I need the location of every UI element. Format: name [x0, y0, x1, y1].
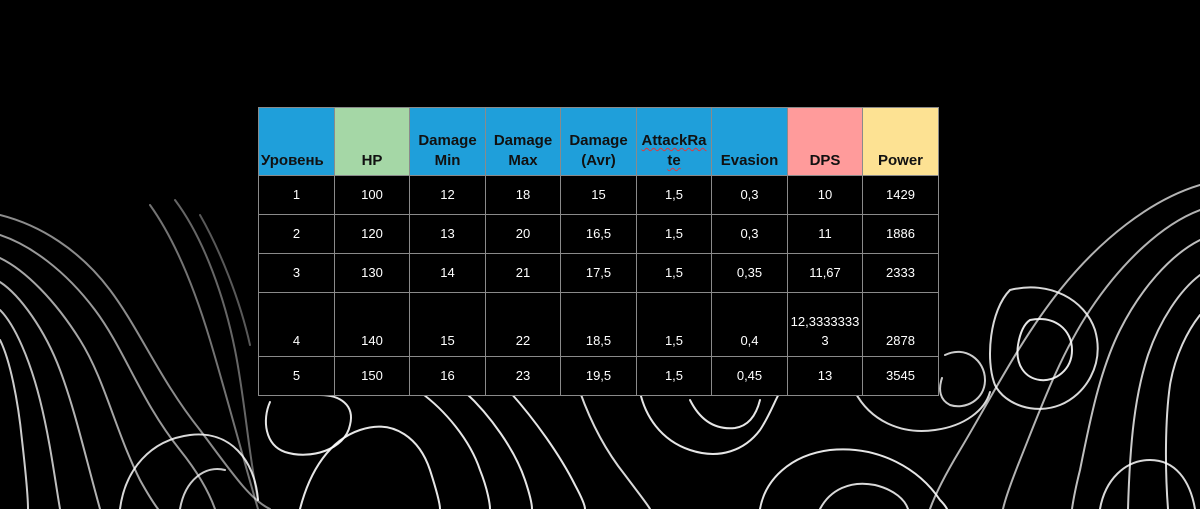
- cell-damage-min: 12: [409, 175, 486, 215]
- cell-power: 1886: [862, 214, 939, 254]
- table-header-row: Уровень HP Damage Min Damage Max Damage …: [258, 107, 939, 176]
- cell-evasion: 0,3: [711, 214, 788, 254]
- table-row: 5 150 16 23 19,5 1,5 0,45 13 3545: [258, 356, 939, 396]
- header-hp: HP: [334, 107, 410, 176]
- cell-hp: 140: [334, 292, 410, 357]
- table-row: 4 140 15 22 18,5 1,5 0,4 12,33333333 287…: [258, 292, 939, 357]
- header-level: Уровень: [258, 107, 335, 176]
- cell-level: 4: [258, 292, 335, 357]
- cell-damage-min: 15: [409, 292, 486, 357]
- cell-power: 1429: [862, 175, 939, 215]
- cell-attack-rate: 1,5: [636, 214, 712, 254]
- cell-level: 5: [258, 356, 335, 396]
- header-attack-rate: AttackRate: [636, 107, 712, 176]
- cell-hp: 120: [334, 214, 410, 254]
- header-dps: DPS: [787, 107, 863, 176]
- header-damage-min: Damage Min: [409, 107, 486, 176]
- cell-attack-rate: 1,5: [636, 356, 712, 396]
- cell-level: 1: [258, 175, 335, 215]
- cell-damage-max: 20: [485, 214, 561, 254]
- cell-damage-min: 13: [409, 214, 486, 254]
- cell-damage-max: 21: [485, 253, 561, 293]
- cell-attack-rate: 1,5: [636, 175, 712, 215]
- cell-dps: 11,67: [787, 253, 863, 293]
- cell-dps: 13: [787, 356, 863, 396]
- cell-damage-avr: 19,5: [560, 356, 637, 396]
- cell-evasion: 0,35: [711, 253, 788, 293]
- cell-damage-avr: 15: [560, 175, 637, 215]
- cell-evasion: 0,45: [711, 356, 788, 396]
- cell-level: 2: [258, 214, 335, 254]
- cell-attack-rate: 1,5: [636, 253, 712, 293]
- cell-damage-avr: 17,5: [560, 253, 637, 293]
- header-attack-rate-label: AttackRate: [641, 132, 707, 169]
- cell-damage-min: 16: [409, 356, 486, 396]
- cell-power: 2878: [862, 292, 939, 357]
- cell-power: 3545: [862, 356, 939, 396]
- cell-power: 2333: [862, 253, 939, 293]
- cell-damage-max: 22: [485, 292, 561, 357]
- cell-damage-max: 18: [485, 175, 561, 215]
- cell-evasion: 0,3: [711, 175, 788, 215]
- cell-level: 3: [258, 253, 335, 293]
- cell-hp: 150: [334, 356, 410, 396]
- cell-hp: 100: [334, 175, 410, 215]
- stats-table: Уровень HP Damage Min Damage Max Damage …: [258, 107, 939, 396]
- cell-evasion: 0,4: [711, 292, 788, 357]
- cell-damage-avr: 18,5: [560, 292, 637, 357]
- table-row: 3 130 14 21 17,5 1,5 0,35 11,67 2333: [258, 253, 939, 293]
- cell-attack-rate: 1,5: [636, 292, 712, 357]
- cell-dps: 11: [787, 214, 863, 254]
- cell-dps: 12,33333333: [787, 292, 863, 357]
- cell-hp: 130: [334, 253, 410, 293]
- cell-damage-avr: 16,5: [560, 214, 637, 254]
- header-evasion: Evasion: [711, 107, 788, 176]
- header-damage-max: Damage Max: [485, 107, 561, 176]
- cell-damage-min: 14: [409, 253, 486, 293]
- table-row: 1 100 12 18 15 1,5 0,3 10 1429: [258, 175, 939, 215]
- cell-dps: 10: [787, 175, 863, 215]
- table-row: 2 120 13 20 16,5 1,5 0,3 11 1886: [258, 214, 939, 254]
- header-power: Power: [862, 107, 939, 176]
- cell-damage-max: 23: [485, 356, 561, 396]
- header-damage-avr: Damage (Avr): [560, 107, 637, 176]
